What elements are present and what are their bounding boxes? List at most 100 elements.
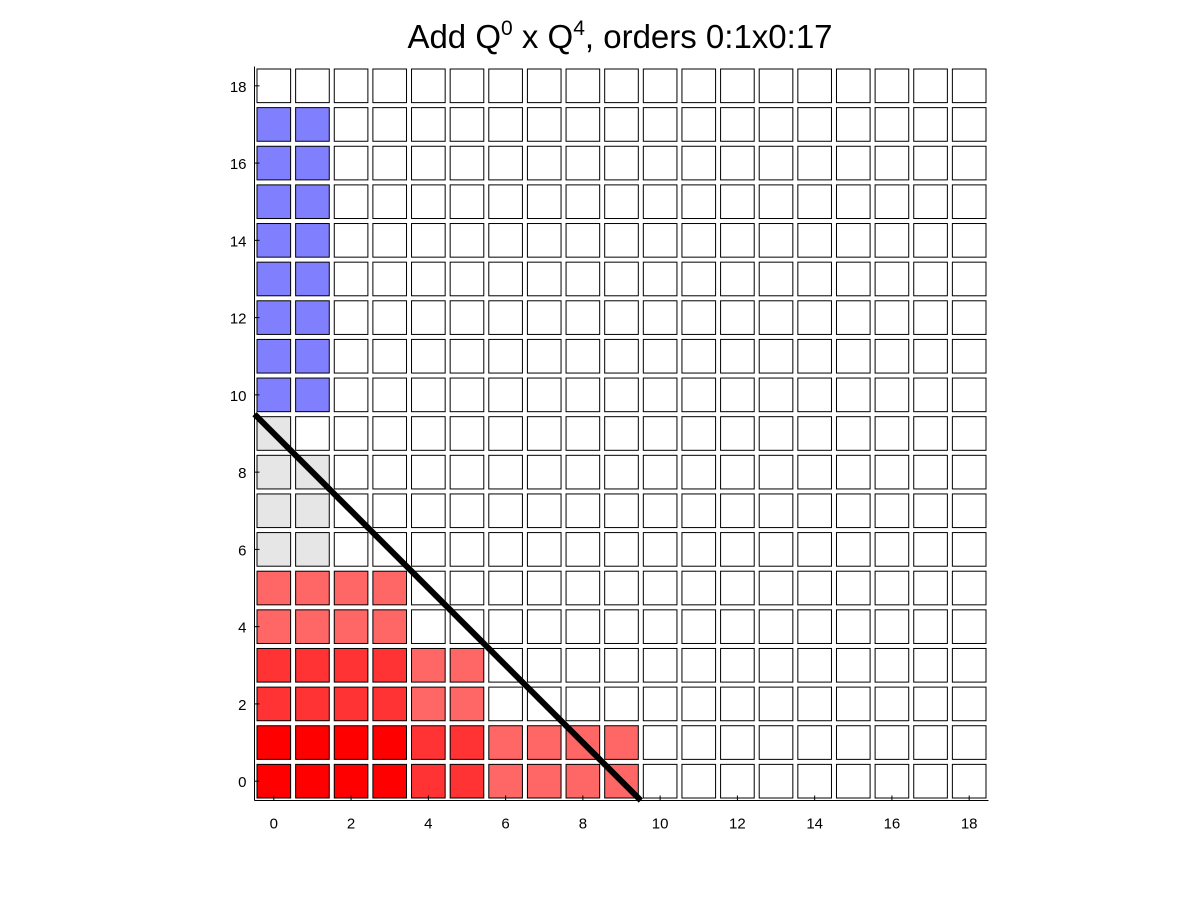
cell-4-10 bbox=[411, 377, 446, 413]
cell-5-18 bbox=[449, 68, 485, 104]
cell-6-12 bbox=[488, 300, 523, 335]
cell-9-2 bbox=[604, 686, 639, 722]
cell-11-8 bbox=[681, 454, 717, 490]
cell-6-0 bbox=[488, 763, 523, 799]
cell-12-9 bbox=[720, 416, 755, 451]
cell-16-0 bbox=[874, 763, 910, 799]
cell-2-5 bbox=[333, 570, 369, 606]
y-tick-label: 0 bbox=[238, 774, 246, 791]
cell-14-0 bbox=[797, 763, 832, 799]
cell-4-11 bbox=[411, 338, 446, 374]
cell-0-15 bbox=[256, 184, 292, 220]
cell-14-9 bbox=[797, 416, 832, 451]
cell-18-9 bbox=[951, 416, 987, 451]
cell-12-13 bbox=[720, 261, 755, 297]
cell-4-0 bbox=[411, 763, 446, 799]
cell-7-10 bbox=[526, 377, 562, 413]
cell-16-12 bbox=[874, 300, 910, 335]
x-tick-label: 6 bbox=[501, 816, 509, 833]
cell-13-16 bbox=[758, 145, 794, 181]
cell-14-18 bbox=[797, 68, 832, 104]
cell-9-12 bbox=[604, 300, 639, 335]
cell-3-1 bbox=[372, 725, 408, 760]
cell-17-9 bbox=[913, 416, 948, 451]
cell-17-11 bbox=[913, 338, 948, 374]
cell-12-10 bbox=[720, 377, 755, 413]
cell-18-6 bbox=[951, 532, 987, 567]
cell-5-5 bbox=[449, 570, 485, 606]
cell-13-0 bbox=[758, 763, 794, 799]
cell-8-9 bbox=[565, 416, 601, 451]
cell-18-8 bbox=[951, 454, 987, 490]
y-tick-label: 4 bbox=[238, 620, 246, 637]
cell-14-13 bbox=[797, 261, 832, 297]
cell-4-8 bbox=[411, 454, 446, 490]
x-tick-label: 10 bbox=[652, 816, 669, 833]
cell-17-0 bbox=[913, 763, 948, 799]
cell-2-6 bbox=[333, 532, 369, 567]
cell-10-2 bbox=[642, 686, 678, 722]
cell-3-0 bbox=[372, 763, 408, 799]
cell-15-0 bbox=[835, 763, 871, 799]
cell-9-3 bbox=[604, 647, 639, 683]
cell-13-8 bbox=[758, 454, 794, 490]
cell-4-17 bbox=[411, 107, 446, 142]
cell-18-1 bbox=[951, 725, 987, 760]
cell-10-12 bbox=[642, 300, 678, 335]
cell-12-15 bbox=[720, 184, 755, 220]
cell-17-15 bbox=[913, 184, 948, 220]
cell-6-2 bbox=[488, 686, 523, 722]
cell-8-6 bbox=[565, 532, 601, 567]
cell-1-16 bbox=[295, 145, 330, 181]
cell-13-18 bbox=[758, 68, 794, 104]
cell-5-16 bbox=[449, 145, 485, 181]
cell-13-6 bbox=[758, 532, 794, 567]
cell-14-2 bbox=[797, 686, 832, 722]
cell-2-17 bbox=[333, 107, 369, 142]
cell-4-15 bbox=[411, 184, 446, 220]
title-base: Add Q bbox=[407, 18, 501, 55]
cell-10-8 bbox=[642, 454, 678, 490]
cell-12-8 bbox=[720, 454, 755, 490]
cell-11-2 bbox=[681, 686, 717, 722]
cell-1-6 bbox=[295, 532, 330, 567]
cell-3-5 bbox=[372, 570, 408, 606]
cell-0-18 bbox=[256, 68, 292, 104]
cell-8-13 bbox=[565, 261, 601, 297]
cell-1-12 bbox=[295, 300, 330, 335]
cell-15-9 bbox=[835, 416, 871, 451]
cell-2-16 bbox=[333, 145, 369, 181]
cell-17-10 bbox=[913, 377, 948, 413]
cell-8-15 bbox=[565, 184, 601, 220]
cell-3-18 bbox=[372, 68, 408, 104]
cell-3-13 bbox=[372, 261, 408, 297]
cell-13-14 bbox=[758, 223, 794, 258]
cell-9-16 bbox=[604, 145, 639, 181]
cell-18-7 bbox=[951, 493, 987, 529]
cell-6-4 bbox=[488, 609, 523, 644]
cell-6-11 bbox=[488, 338, 523, 374]
cell-17-17 bbox=[913, 107, 948, 142]
cell-4-16 bbox=[411, 145, 446, 181]
title-superscript-1: 0 bbox=[501, 17, 513, 40]
cell-1-14 bbox=[295, 223, 330, 258]
cell-1-17 bbox=[295, 107, 330, 142]
cell-15-13 bbox=[835, 261, 871, 297]
cell-10-5 bbox=[642, 570, 678, 606]
cell-8-16 bbox=[565, 145, 601, 181]
cell-17-8 bbox=[913, 454, 948, 490]
cell-16-18 bbox=[874, 68, 910, 104]
cell-16-11 bbox=[874, 338, 910, 374]
cell-16-1 bbox=[874, 725, 910, 760]
cell-1-5 bbox=[295, 570, 330, 606]
cell-2-11 bbox=[333, 338, 369, 374]
cell-7-1 bbox=[526, 725, 562, 760]
cell-7-16 bbox=[526, 145, 562, 181]
cell-7-11 bbox=[526, 338, 562, 374]
cell-1-4 bbox=[295, 609, 330, 644]
cell-14-14 bbox=[797, 223, 832, 258]
cell-2-8 bbox=[333, 454, 369, 490]
cell-13-7 bbox=[758, 493, 794, 529]
cell-10-7 bbox=[642, 493, 678, 529]
cell-2-12 bbox=[333, 300, 369, 335]
